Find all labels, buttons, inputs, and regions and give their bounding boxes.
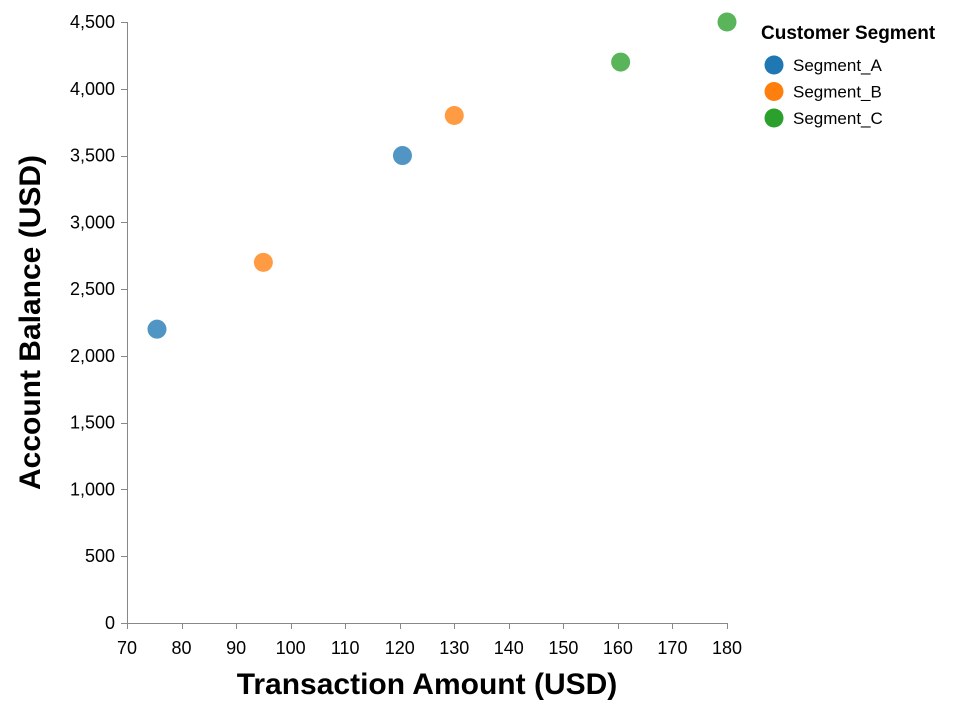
x-tick-label: 70 [117, 638, 137, 658]
x-ticks: 70 80 90 100 110 120 130 140 150 160 170 180 [117, 623, 742, 658]
x-tick-label: 160 [603, 638, 633, 658]
x-tick-label: 110 [331, 638, 360, 658]
data-point [147, 319, 167, 339]
data-point [717, 12, 737, 32]
y-axis-title: Account Balance (USD) [14, 155, 47, 490]
x-tick-label: 90 [226, 638, 246, 658]
y-tick-label: 2,500 [70, 279, 115, 299]
legend-label: Segment_A [793, 56, 882, 75]
data-point [253, 252, 273, 272]
y-tick-label: 500 [85, 546, 115, 566]
y-tick-label: 3,000 [70, 212, 115, 232]
x-tick-label: 120 [385, 638, 415, 658]
data-points [147, 12, 737, 339]
axes: 70 80 90 100 110 120 130 140 150 160 170 180 0 500 1,… [70, 12, 742, 658]
x-tick-label: 100 [276, 638, 306, 658]
legend-label: Segment_C [793, 109, 883, 128]
x-tick-label: 80 [172, 638, 192, 658]
data-point [611, 52, 631, 72]
y-tick-label: 4,000 [70, 79, 115, 99]
y-tick-label: 1,000 [70, 479, 115, 499]
x-tick-label: 170 [657, 638, 687, 658]
x-tick-label: 130 [439, 638, 469, 658]
y-tick-label: 3,500 [70, 146, 115, 166]
legend-symbol [764, 82, 784, 101]
legend-title: Customer Segment [761, 23, 936, 44]
x-tick-label: 140 [494, 638, 524, 658]
y-tick-label: 0 [105, 613, 115, 633]
x-axis-title: Transaction Amount (USD) [237, 668, 618, 701]
y-ticks: 0 500 1,000 1,500 2,000 2,500 3,000 3,500 4,000 4… [70, 12, 127, 633]
data-point [392, 146, 412, 166]
y-tick-label: 2,000 [70, 346, 115, 366]
legend-label: Segment_B [793, 83, 882, 102]
x-tick-label: 150 [548, 638, 578, 658]
y-tick-label: 4,500 [70, 12, 115, 32]
y-tick-label: 1,500 [70, 413, 115, 433]
legend-symbol [764, 108, 784, 128]
data-point [444, 105, 464, 125]
legend-items: Segment_A Segment_B Segment_C [764, 55, 883, 128]
x-tick-label: 180 [712, 638, 742, 658]
legend-symbol [764, 55, 784, 75]
legend: Customer Segment Segment_ASegment_BSegme… [761, 23, 936, 128]
